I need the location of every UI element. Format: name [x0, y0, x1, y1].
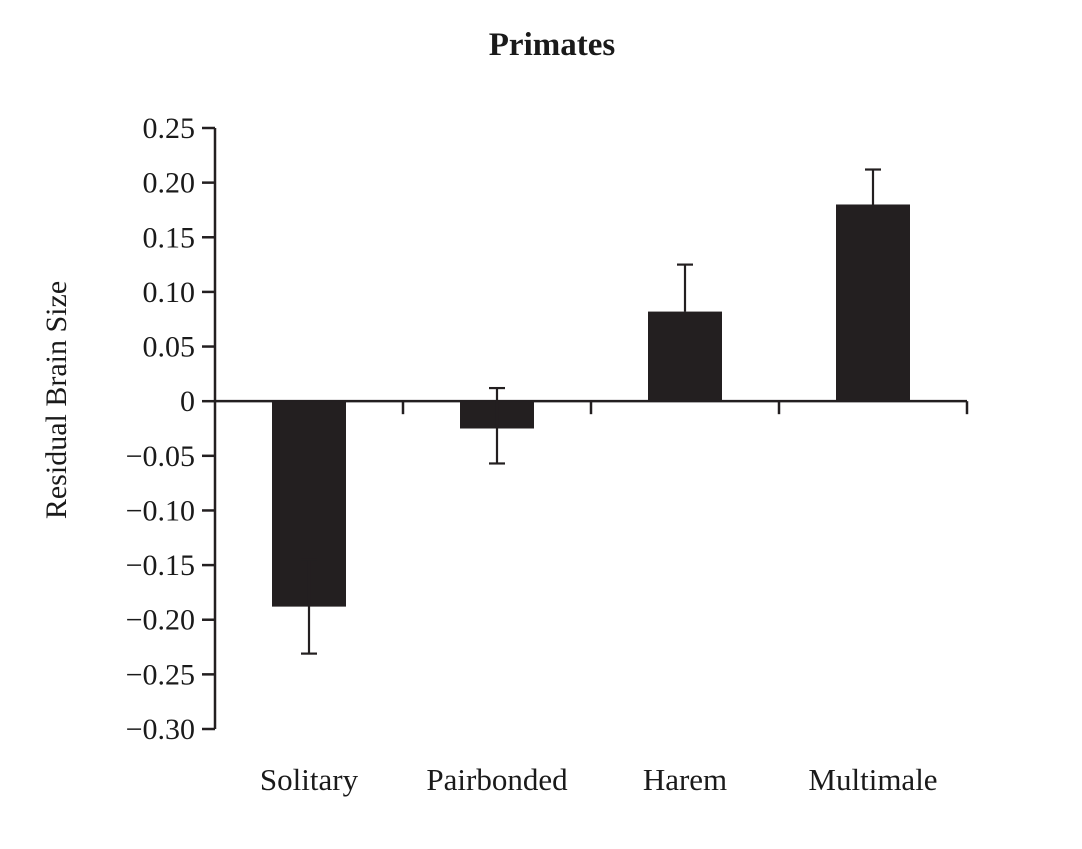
y-tick-label: −0.05	[126, 440, 195, 473]
x-category-label: Harem	[643, 762, 727, 797]
x-category-label: Multimale	[808, 762, 937, 797]
y-tick-label: −0.15	[126, 549, 195, 582]
x-category-label: Pairbonded	[426, 762, 568, 797]
y-tick-label: 0.05	[143, 331, 196, 364]
y-axis-label: Residual Brain Size	[40, 281, 73, 519]
y-tick-label: 0.25	[143, 112, 196, 145]
bar	[648, 311, 722, 402]
y-tick-label: 0.20	[143, 167, 196, 200]
y-tick-label: 0	[180, 385, 195, 418]
bar	[836, 204, 910, 402]
plot-area: 0.25 0.20 0.15 0.10 0.05 0 −0.05 −0.10 −0.15 −0.2…	[126, 112, 969, 797]
y-tick-label: −0.25	[126, 658, 195, 691]
chart-title: Primates	[489, 27, 616, 63]
y-tick-label: −0.10	[126, 494, 195, 527]
y-tick-label: −0.20	[126, 604, 195, 637]
x-category-label: Solitary	[260, 762, 359, 797]
y-tick-label: −0.30	[126, 713, 195, 746]
y-tick-label: 0.10	[143, 276, 196, 309]
y-tick-label: 0.15	[143, 221, 196, 254]
